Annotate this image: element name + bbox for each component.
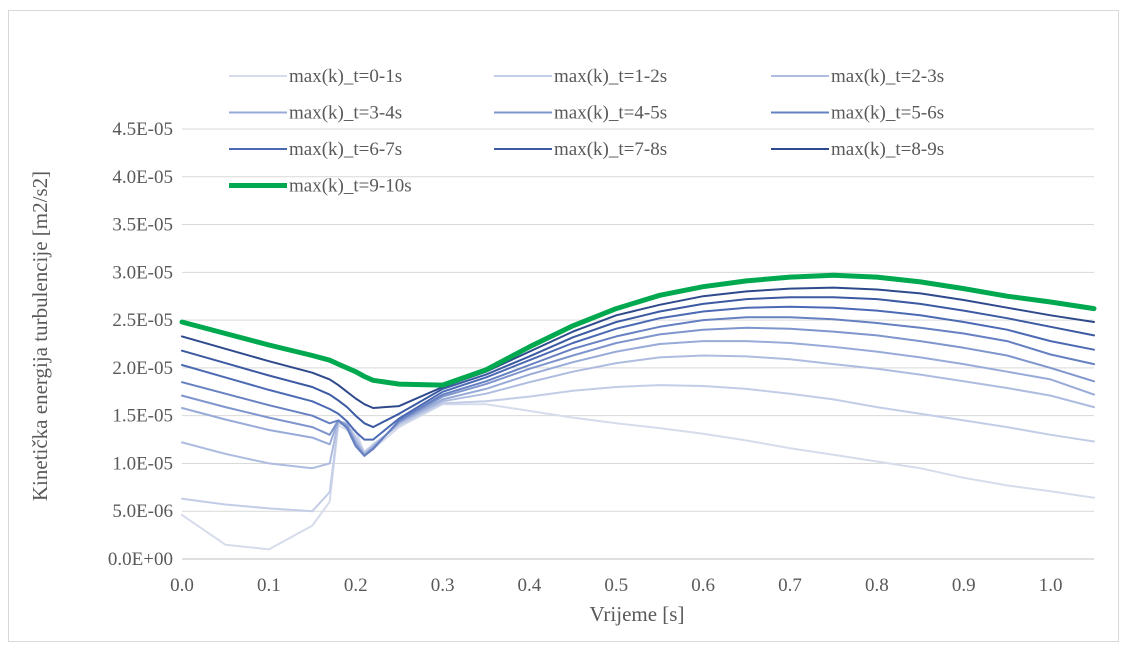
y-tick-label: 1.5E-05 xyxy=(112,406,173,427)
legend-label: max(k)_t=6-7s xyxy=(289,139,402,160)
series-line-1 xyxy=(181,403,1095,551)
y-tick-label: 5.0E-06 xyxy=(112,501,173,522)
x-tick-label: 1.0 xyxy=(1039,575,1063,596)
x-axis-title: Vrijeme [s] xyxy=(590,602,685,626)
legend-label: max(k)_t=5-6s xyxy=(831,103,944,124)
chart-svg: 0.0 0.1 0.2 0.3 0.4 0.5 0.6 0.7 0.8 0.9 1.0 0.0E+0… xyxy=(28,66,1097,626)
x-tick-label: 0.0 xyxy=(170,575,194,596)
legend-label: max(k)_t=3-4s xyxy=(289,103,402,124)
x-tick-label: 0.7 xyxy=(778,575,802,596)
y-tick-label: 4.0E-05 xyxy=(112,167,173,188)
y-tick-label: 2.5E-05 xyxy=(112,310,173,331)
legend-item-1: max(k)_t=0-1s xyxy=(229,66,402,87)
y-tick-label: 2.0E-05 xyxy=(112,358,173,379)
y-tick-label: 1.0E-05 xyxy=(112,453,173,474)
legend-item-8: max(k)_t=7-8s xyxy=(494,139,667,160)
legend-label: max(k)_t=0-1s xyxy=(289,66,402,87)
legend-item-6: max(k)_t=5-6s xyxy=(771,103,944,124)
y-tick-label: 4.5E-05 xyxy=(112,119,173,140)
legend-item-4: max(k)_t=3-4s xyxy=(229,103,402,124)
x-tick-label: 0.2 xyxy=(344,575,368,596)
x-tick-label: 0.1 xyxy=(257,575,281,596)
legend-item-9: max(k)_t=8-9s xyxy=(771,139,944,160)
legend-item-5: max(k)_t=4-5s xyxy=(494,103,667,124)
legend-label: max(k)_t=9-10s xyxy=(289,176,412,197)
series-line-8 xyxy=(181,296,1095,429)
legend-label: max(k)_t=7-8s xyxy=(554,139,667,160)
series-line-10 xyxy=(179,272,1097,388)
x-tick-label: 0.8 xyxy=(865,575,889,596)
x-tick-label: 0.5 xyxy=(604,575,628,596)
series-line-6 xyxy=(181,316,1095,457)
y-tick-label: 0.0E+00 xyxy=(108,549,173,570)
series-line-7 xyxy=(181,305,1095,441)
legend-label: max(k)_t=4-5s xyxy=(554,103,667,124)
y-axis-title: Kinetička energija turbulencije [m2/s2] xyxy=(28,171,52,501)
y-tick-label: 3.0E-05 xyxy=(112,262,173,283)
legend-label: max(k)_t=8-9s xyxy=(831,139,944,160)
legend-item-10: max(k)_t=9-10s xyxy=(229,176,412,197)
series-line-9 xyxy=(181,286,1095,409)
x-tick-label: 0.4 xyxy=(518,575,542,596)
x-tick-label: 0.6 xyxy=(691,575,715,596)
y-tick-label: 3.5E-05 xyxy=(112,215,173,236)
legend: max(k)_t=0-1s max(k)_t=1-2s max(k)_t=2-3sm… xyxy=(229,66,944,197)
legend-label: max(k)_t=1-2s xyxy=(554,66,667,87)
y-tick-labels: 0.0E+00 5.0E-06 1.0E-05 1.5E-05 2.0E-05 2.5E-… xyxy=(108,119,173,570)
legend-label: max(k)_t=2-3s xyxy=(831,66,944,87)
legend-item-3: max(k)_t=2-3s xyxy=(771,66,944,87)
legend-item-2: max(k)_t=1-2s xyxy=(494,66,667,87)
series-line-4 xyxy=(181,340,1095,456)
x-tick-labels: 0.0 0.1 0.2 0.3 0.4 0.5 0.6 0.7 0.8 0.9 1.0 xyxy=(170,575,1062,596)
x-tick-label: 0.3 xyxy=(431,575,455,596)
series-line-3 xyxy=(181,354,1095,470)
series-lines xyxy=(179,272,1097,551)
series-line-2 xyxy=(181,384,1095,513)
x-tick-label: 0.9 xyxy=(952,575,976,596)
series-line-5 xyxy=(181,326,1095,457)
chart-frame: 0.0 0.1 0.2 0.3 0.4 0.5 0.6 0.7 0.8 0.9 1.0 0.0E+0… xyxy=(8,10,1119,642)
legend-item-7: max(k)_t=6-7s xyxy=(229,139,402,160)
